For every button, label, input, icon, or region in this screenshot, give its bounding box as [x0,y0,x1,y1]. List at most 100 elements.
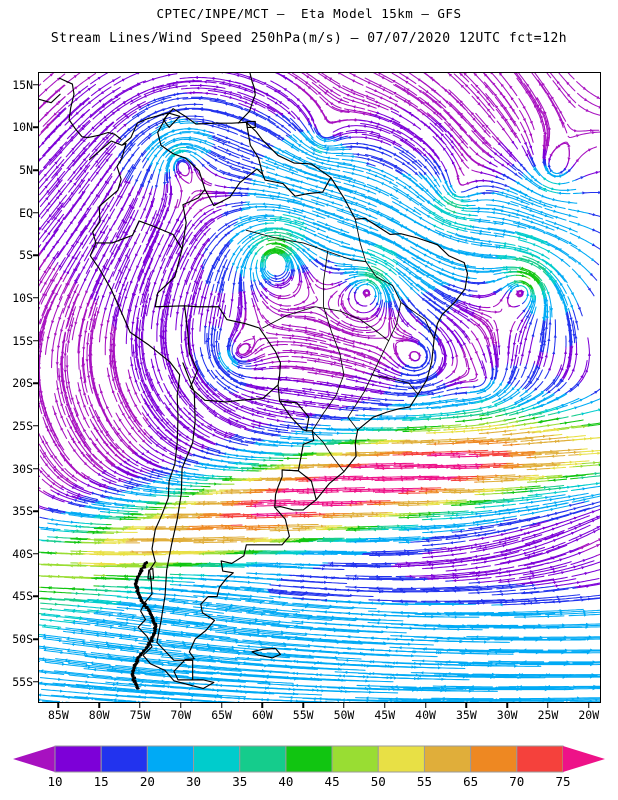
streamline-arrowhead [183,652,188,656]
y-axis-tick-label: 5S [19,248,33,263]
streamline [194,625,283,636]
streamline-arrowhead [557,545,562,549]
streamline [443,664,542,667]
streamline-arrowhead [201,564,205,568]
streamline [60,628,131,638]
streamline-arrowhead [541,700,544,702]
streamline-arrowhead [300,574,304,578]
streamline [497,594,581,602]
streamline [393,549,434,554]
streamline-arrowhead [441,696,445,701]
streamline [170,698,226,702]
streamline [43,649,138,662]
streamline-arrowhead [520,661,524,665]
streamline-arrowhead [474,635,479,639]
y-axis-tick-mark [33,126,38,129]
streamline-arrowhead [546,673,550,677]
streamline-arrowhead [345,646,349,651]
streamline [367,664,466,670]
streamline-arrowhead [550,578,555,582]
streamline-arrowhead [57,626,61,631]
streamline [69,537,89,540]
streamline [39,699,61,702]
streamline-arrowhead [545,614,550,618]
streamline-arrowhead [71,608,76,612]
streamline-arrowhead [345,576,349,581]
streamline-arrowhead [522,615,526,619]
streamline-arrowhead [207,602,211,606]
streamline-arrowhead [77,540,81,544]
streamline [92,601,119,605]
streamline-arrowhead [334,655,339,660]
streamline-arrowhead [137,669,142,673]
streamline [40,614,84,620]
streamline [391,601,441,603]
streamline-arrowhead [461,651,465,655]
streamline-arrowhead [421,647,425,651]
streamline [545,688,600,690]
streamline-arrowhead [481,536,486,541]
streamline-arrowhead [462,675,467,679]
streamline-arrowhead [383,641,387,645]
streamline-arrowhead [97,593,102,597]
streamline [77,562,116,565]
streamline-arrowhead [95,620,99,624]
streamline-arrowhead [521,539,526,543]
streamline [401,699,465,702]
streamline-arrowhead [381,589,386,593]
streamline [295,649,391,657]
streamline-arrowhead [353,574,357,578]
streamline-arrowhead [441,687,445,691]
streamline-arrowhead [42,623,46,628]
streamline-arrowhead [375,621,380,625]
streamline [546,624,600,627]
streamline-arrowhead [41,612,46,616]
streamline [523,636,600,638]
streamline-arrowhead [136,650,140,654]
streamline-arrowhead [527,554,531,558]
streamline-arrowhead [365,679,369,683]
streamline [421,599,505,602]
streamline [87,598,121,603]
streamline [193,574,209,577]
streamline-arrowhead [286,675,291,680]
streamline-arrowhead [457,627,461,631]
streamline-arrowhead [469,626,474,630]
streamline-arrowhead [499,603,503,607]
streamline-arrowhead [536,611,541,615]
streamline [578,542,590,549]
streamline-arrowhead [206,537,210,542]
streamline-arrowhead [321,564,325,568]
streamline-arrowhead [171,645,176,649]
streamline-arrowhead [302,579,306,583]
streamline-arrowhead [445,637,449,641]
streamline [216,689,323,696]
streamline [243,651,338,660]
streamline-arrowhead [499,592,503,596]
streamline [159,587,188,591]
streamline-arrowhead [247,597,252,601]
streamline-arrowhead [210,676,214,680]
map-plot-panel[interactable] [38,72,601,703]
streamline-arrowhead [454,574,458,578]
streamline-arrowhead [58,639,63,643]
streamline-arrowhead [442,684,446,688]
streamline [73,620,114,627]
streamline-arrowhead [407,642,412,646]
streamline-arrowhead [474,577,478,581]
streamline-arrowhead [388,687,392,691]
streamline-arrowhead [220,540,225,544]
streamline-arrowhead [355,564,360,569]
streamline [218,638,311,648]
streamline [467,613,518,615]
streamline-arrowhead [88,691,92,696]
streamline-arrowhead [427,563,431,567]
streamline-arrowhead [113,686,117,690]
streamline-arrowhead [224,563,228,568]
streamline-arrowhead [131,646,135,650]
streamline-arrowhead [421,659,425,663]
streamline-arrowhead [183,536,187,541]
streamline-arrowhead [452,611,456,615]
streamline [545,611,600,616]
streamline-arrowhead [595,698,599,702]
